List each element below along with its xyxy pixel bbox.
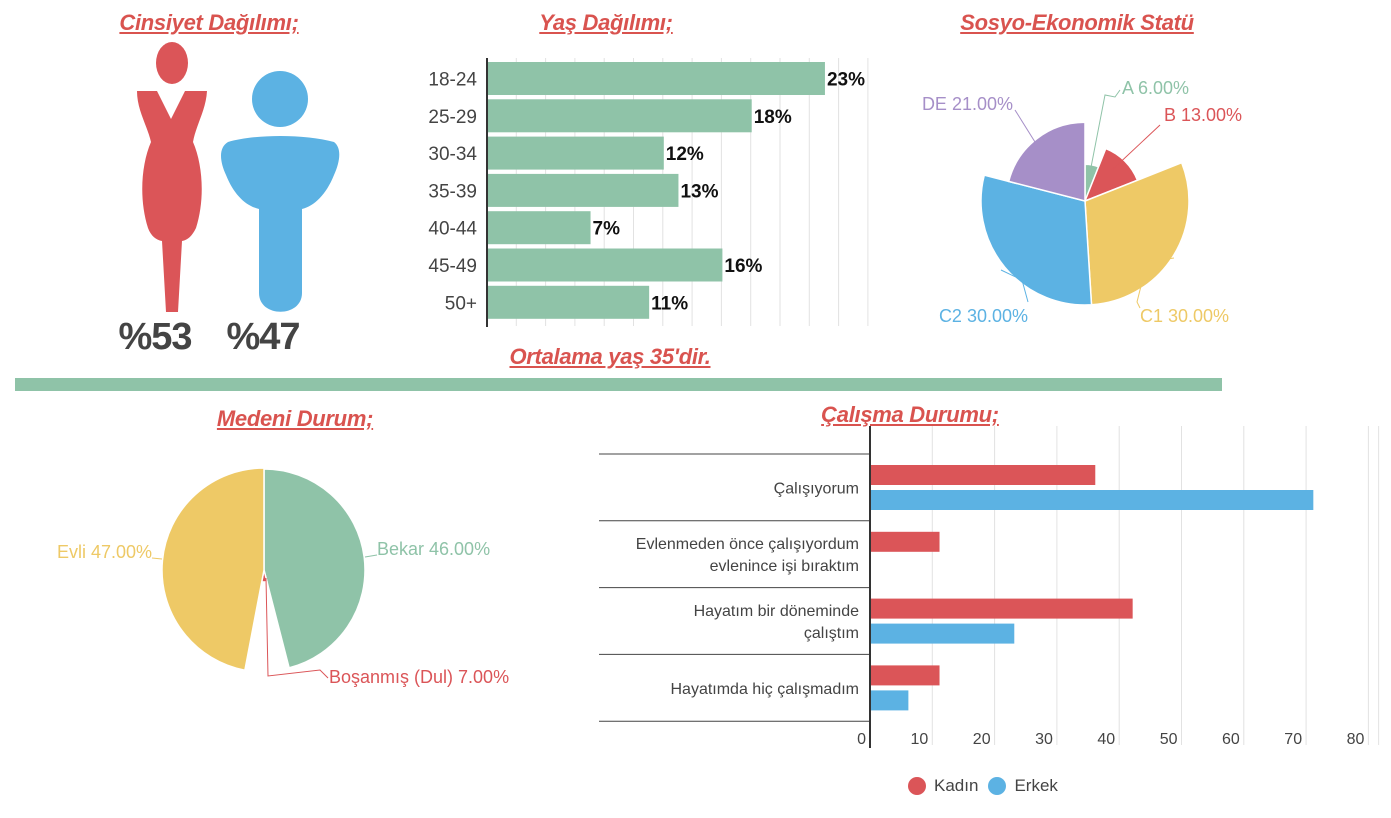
marital-leader-line (151, 557, 163, 560)
ses-slice-label: B 13.00% (1164, 105, 1242, 125)
age-bar-50+ (488, 285, 650, 319)
age-category-label: 35-39 (428, 181, 477, 202)
ses-slice-C1 (1084, 161, 1190, 306)
ses-slice-DE (1007, 121, 1086, 202)
ses-slice-label: C2 30.00% (939, 306, 1028, 326)
age-bar-30-34 (488, 136, 664, 170)
age-category-label: 50+ (445, 293, 477, 314)
employment-bar-Kadın (871, 665, 940, 686)
employment-category-label: çalıştım (804, 625, 859, 642)
gender-title: Cinsiyet Dağılımı; (119, 10, 299, 35)
marital-slice-label: Bekar 46.00% (377, 539, 490, 559)
employment-bar-Erkek (871, 690, 909, 711)
employment-category-label: Hayatımda hiç çalışmadım (670, 681, 859, 698)
marital-slice-Evli (161, 467, 265, 672)
female-percentage: %53 (118, 316, 192, 358)
age-value-label: 23% (827, 70, 865, 91)
ses-slice-label: C1 30.00% (1140, 306, 1229, 326)
legend-label-kadin: Kadın (934, 776, 979, 795)
employment-xtick-label: 0 (857, 731, 866, 748)
employment-bar-Kadın (871, 465, 1096, 485)
ses-slice-label: A 6.00% (1122, 78, 1189, 98)
marital-slice-label: Evli 47.00% (57, 542, 152, 562)
ses-chart-title: Sosyo-Ekonomik Statü (960, 10, 1194, 35)
age-category-label: 18-24 (428, 70, 477, 91)
age-category-label: 40-44 (428, 219, 477, 240)
male-percentage: %47 (226, 316, 300, 358)
ses-leader-line (1136, 257, 1175, 309)
ses-slice-C2 (980, 174, 1093, 306)
average-age-note: Ortalama yaş 35'dir. (509, 344, 711, 369)
age-value-label: 11% (651, 293, 688, 314)
age-bar-40-44 (488, 211, 591, 245)
erkek-dot-icon (988, 777, 1007, 795)
ses-slice-label: DE 21.00% (922, 94, 1013, 114)
kadin-dot-icon (908, 777, 926, 795)
legend-item-kadin: Kadın (908, 776, 978, 796)
employment-category-label: Çalışıyorum (774, 480, 859, 497)
employment-bar-Erkek (871, 490, 1314, 510)
employment-xtick-label: 30 (1035, 731, 1053, 748)
employment-bar-Erkek (871, 623, 1015, 644)
age-bar-18-24 (488, 62, 825, 95)
employment-category-label: Evlenmeden önce çalışıyordum (636, 536, 859, 553)
age-value-label: 13% (680, 181, 718, 202)
marital-slice-Bekar (263, 468, 366, 669)
age-category-label: 45-49 (428, 256, 477, 277)
age-bar-45-49 (488, 248, 723, 282)
section-divider (15, 378, 1222, 391)
employment-xtick-label: 60 (1222, 731, 1240, 748)
employment-bar-Kadın (871, 531, 940, 552)
woman-icon (137, 42, 207, 312)
ses-leader-line (1111, 124, 1161, 171)
employment-xtick-label: 10 (911, 731, 929, 748)
marital-chart-title: Medeni Durum; (216, 406, 374, 431)
age-value-label: 12% (666, 144, 704, 165)
employment-xtick-label: 80 (1347, 731, 1365, 748)
employment-category-label: Hayatım bir döneminde (694, 603, 860, 620)
ses-leader-line (1014, 109, 1041, 151)
man-icon (221, 71, 340, 312)
employment-category-label: evlenince işi bıraktım (710, 558, 859, 575)
age-value-label: 16% (724, 256, 762, 277)
marital-leader-line (265, 577, 329, 679)
employment-xtick-label: 50 (1160, 731, 1178, 748)
legend-label-erkek: Erkek (1014, 776, 1058, 795)
employment-xtick-label: 70 (1284, 731, 1302, 748)
age-value-label: 7% (593, 219, 621, 240)
marital-slice-label: Boşanmış (Dul) 7.00% (329, 667, 509, 687)
marital-leader-line (364, 554, 378, 558)
employment-xtick-label: 40 (1097, 731, 1115, 748)
employment-bar-Kadın (871, 598, 1133, 619)
employment-chart-title: Çalışma Durumu; (821, 402, 999, 427)
age-bar-35-39 (488, 173, 679, 207)
ses-leader-line (1086, 89, 1121, 189)
legend-item-erkek: Erkek (988, 776, 1058, 796)
age-chart-title: Yaş Dağılımı; (539, 10, 673, 35)
age-category-label: 25-29 (428, 107, 477, 128)
employment-xtick-label: 20 (973, 731, 991, 748)
age-bar-25-29 (488, 99, 752, 133)
age-value-label: 18% (754, 107, 792, 128)
employment-legend: Kadın Erkek (908, 776, 1068, 796)
age-category-label: 30-34 (428, 144, 477, 165)
ses-leader-line (1000, 269, 1029, 303)
